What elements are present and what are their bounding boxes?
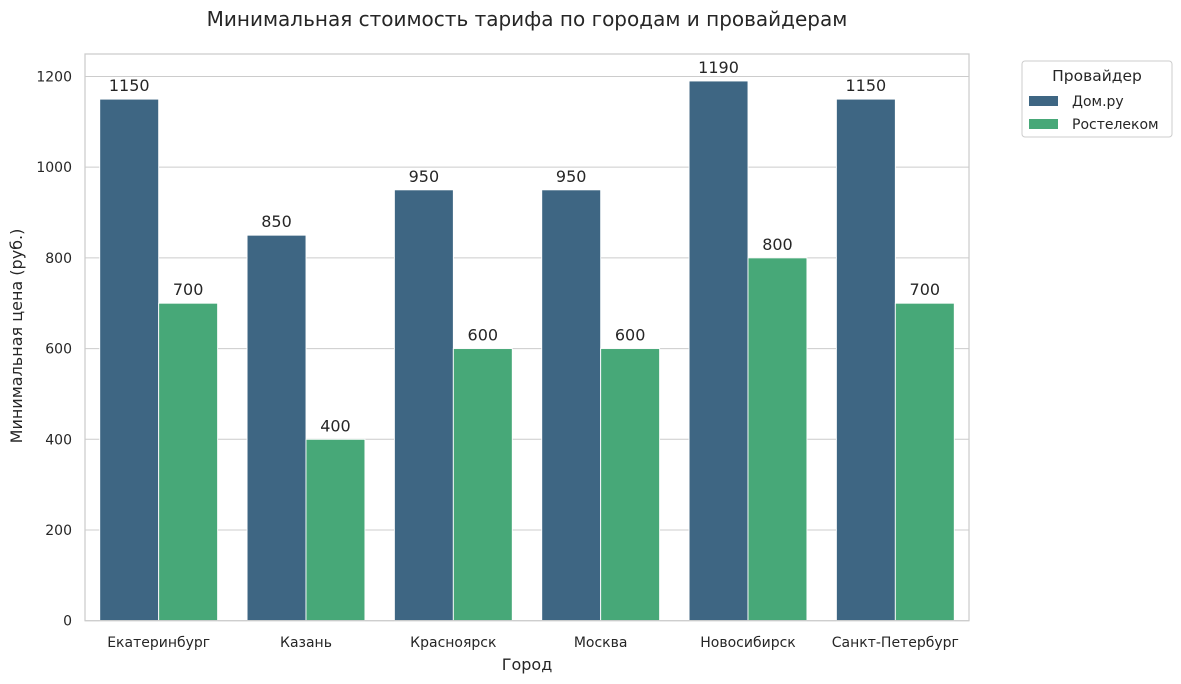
y-tick-label: 1000 [36, 160, 72, 176]
bar [246, 234, 307, 622]
bar [393, 189, 454, 622]
bar-value-label: 700 [173, 280, 204, 299]
bar-value-label: 600 [468, 326, 499, 345]
x-axis-ticks: Екатеринбург Казань Красноярск Москва Новоси… [107, 635, 959, 651]
y-axis-ticks: 0 200 400 600 800 1000 1200 [36, 69, 72, 629]
legend-swatch [1029, 119, 1058, 129]
bar [158, 302, 219, 622]
x-tick-label: Москва [574, 635, 628, 651]
x-tick-label: Екатеринбург [107, 635, 210, 651]
legend-label: Дом.ру [1072, 94, 1124, 110]
bar [452, 348, 513, 622]
y-tick-label: 200 [45, 523, 72, 539]
y-gridlines [85, 75, 969, 622]
y-axis-label: Минимальная цена (руб.) [7, 229, 26, 444]
bar [894, 302, 955, 622]
bar-value-label: 700 [910, 280, 941, 299]
y-tick-label: 1200 [36, 69, 72, 85]
bar [541, 189, 602, 622]
axes-frame [84, 53, 970, 622]
legend-items: Дом.ру Ростелеком [1029, 94, 1159, 133]
x-tick-label: Новосибирск [700, 635, 795, 651]
bar-value-labels: 1150 850 950 950 1190 1150 700 400 600 600 800 700 [109, 58, 940, 435]
plot-area: 1150 850 950 950 1190 1150 700 400 600 600 800 700 [84, 53, 970, 622]
chart-title: Минимальная стоимость тарифа по городам … [207, 7, 848, 31]
bar [305, 438, 366, 622]
bar [99, 98, 160, 622]
y-tick-label: 800 [45, 251, 72, 267]
legend: Провайдер Дом.ру Ростелеком [1021, 60, 1173, 138]
legend-box [1021, 60, 1173, 138]
x-tick-label: Санкт-Петербург [832, 635, 959, 651]
legend-title: Провайдер [1052, 67, 1142, 85]
y-tick-label: 0 [63, 614, 72, 630]
bar-value-label: 1150 [846, 76, 887, 95]
bar-value-label: 950 [556, 167, 587, 186]
y-tick-label: 600 [45, 342, 72, 358]
bar-value-label: 800 [762, 235, 793, 254]
bar-value-label: 1150 [109, 76, 150, 95]
bar [835, 98, 896, 622]
bars [99, 80, 955, 622]
bar [688, 80, 749, 622]
bar-value-label: 600 [615, 326, 646, 345]
legend-swatch [1029, 96, 1058, 106]
bar-value-label: 400 [320, 416, 351, 435]
bar [600, 348, 661, 622]
y-tick-label: 400 [45, 432, 72, 448]
bar-value-label: 950 [409, 167, 440, 186]
bar-value-label: 850 [261, 212, 292, 231]
x-tick-label: Красноярск [410, 635, 496, 651]
bar [747, 257, 808, 622]
x-tick-label: Казань [280, 635, 332, 651]
bar-value-label: 1190 [698, 58, 739, 77]
legend-label: Ростелеком [1072, 117, 1159, 133]
x-axis-label: Город [502, 655, 553, 674]
